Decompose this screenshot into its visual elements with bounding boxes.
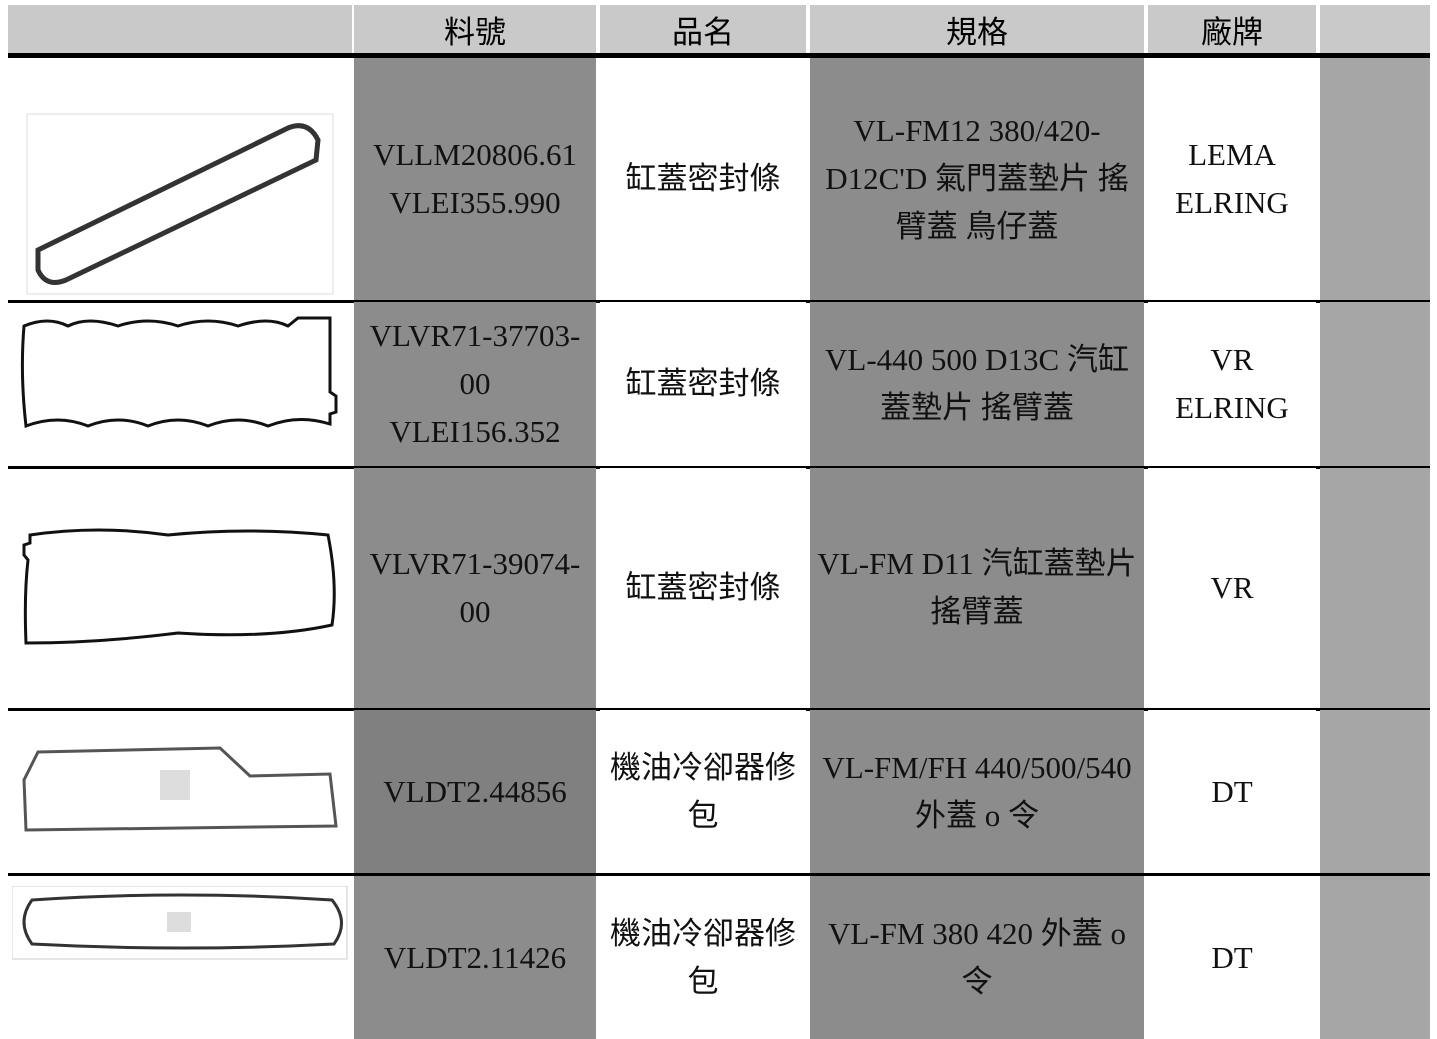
- brand-cell: DT: [1148, 710, 1316, 873]
- part-number-cell: VLDT2.44856: [354, 710, 596, 873]
- cell-line: VLVR71-37703-00: [369, 318, 581, 401]
- part-number-cell: VLDT2.11426: [354, 876, 596, 1039]
- brand-cell: VR: [1148, 468, 1316, 708]
- cell-line: ELRING: [1175, 185, 1289, 220]
- brand-cell: LEMA ELRING: [1148, 58, 1316, 300]
- part-image: [20, 316, 338, 429]
- name-cell: 缸蓋密封條: [600, 58, 806, 300]
- part-image: [10, 740, 348, 843]
- header-rule: [8, 53, 1430, 58]
- cell-line: LEMA: [1188, 137, 1276, 172]
- cell-line: VLVR71-39074-00: [369, 546, 581, 629]
- header-cell: 品名: [600, 5, 806, 53]
- part-image: [22, 528, 336, 645]
- spec-cell: VL-FM 380 420 外蓋 o 令: [810, 876, 1144, 1039]
- name-cell: 機油冷卻器修包: [600, 876, 806, 1039]
- cell-line: VLDT2.11426: [383, 939, 567, 975]
- spec-cell: VL-FM12 380/420-D12C'D 氣門蓋墊片 搖臂蓋 鳥仔蓋: [810, 58, 1144, 300]
- spec-cell: VL-440 500 D13C 汽缸蓋墊片 搖臂蓋: [810, 302, 1144, 466]
- header-cell: 規格: [810, 5, 1144, 53]
- part-number-cell: VLLM20806.61 VLEI355.990: [354, 58, 596, 300]
- cell-line: VLLM20806.61: [372, 137, 578, 172]
- cell-line: VR: [1210, 342, 1254, 377]
- brand-cell: DT: [1148, 876, 1316, 1039]
- blank-cell: [1320, 302, 1430, 466]
- row-rule: [8, 300, 1430, 303]
- row-rule: [8, 466, 1430, 469]
- part-number-cell: VLVR71-39074-00: [354, 468, 596, 708]
- cell-line: VR: [1210, 570, 1254, 605]
- name-cell: 缸蓋密封條: [600, 302, 806, 466]
- cell-line: DT: [1211, 773, 1253, 809]
- part-number-cell: VLVR71-37703-00 VLEI156.352: [354, 302, 596, 466]
- cell-line: VLEI355.990: [389, 185, 561, 220]
- blank-cell: [1320, 876, 1430, 1039]
- cell-line: ELRING: [1175, 390, 1289, 425]
- header-cell: [8, 5, 352, 53]
- blank-cell: [1320, 710, 1430, 873]
- spec-cell: VL-FM D11 汽缸蓋墊片 搖臂蓋: [810, 468, 1144, 708]
- cell-line: VLDT2.44856: [383, 773, 567, 809]
- row-rule: [8, 708, 1430, 711]
- blank-cell: [1320, 468, 1430, 708]
- part-image: [26, 113, 334, 295]
- brand-cell: VR ELRING: [1148, 302, 1316, 466]
- blank-cell: [1320, 58, 1430, 300]
- spec-cell: VL-FM/FH 440/500/540 外蓋 o 令: [810, 710, 1144, 873]
- row-rule: [8, 873, 1430, 876]
- header-cell: 廠牌: [1148, 5, 1316, 53]
- name-cell: 機油冷卻器修包: [600, 710, 806, 873]
- cell-line: DT: [1211, 939, 1253, 975]
- part-image: [12, 886, 348, 960]
- cell-line: VLEI156.352: [389, 414, 561, 449]
- header-cell: [1320, 5, 1430, 53]
- header-cell: 料號: [354, 5, 596, 53]
- name-cell: 缸蓋密封條: [600, 468, 806, 708]
